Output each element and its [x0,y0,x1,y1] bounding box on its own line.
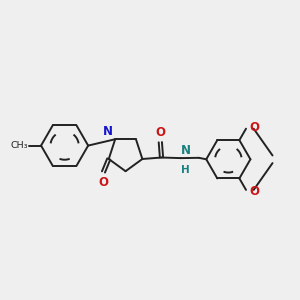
Text: O: O [250,184,260,198]
Text: O: O [250,121,260,134]
Text: O: O [98,176,109,189]
Text: N: N [103,125,113,138]
Text: O: O [155,126,165,139]
Text: CH₃: CH₃ [10,141,28,150]
Text: H: H [181,165,190,175]
Text: N: N [181,144,191,157]
